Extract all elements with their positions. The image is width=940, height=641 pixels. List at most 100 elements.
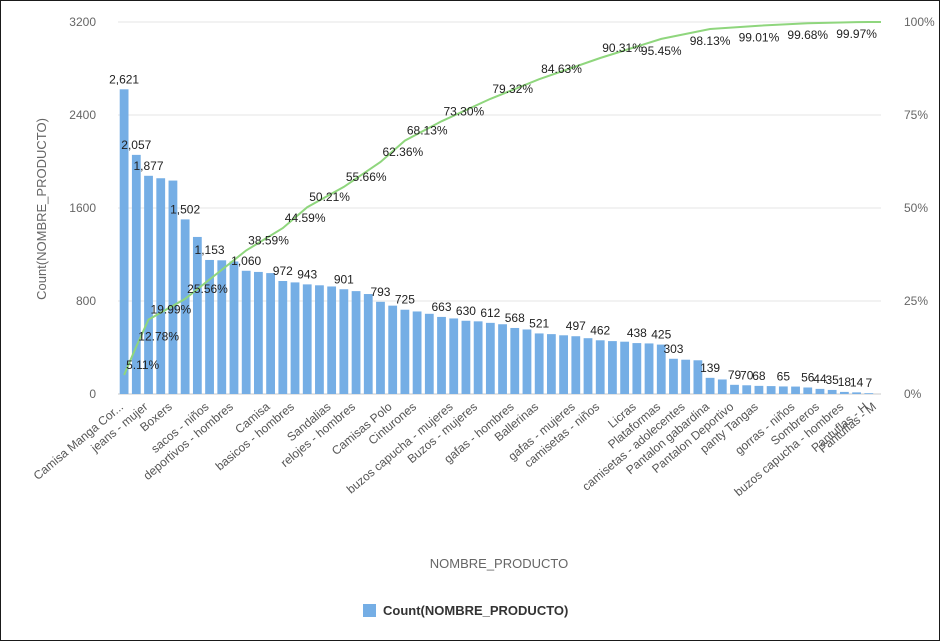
bar[interactable] — [815, 388, 825, 394]
bar[interactable] — [595, 340, 605, 394]
bar-data-label: 1,877 — [134, 159, 164, 173]
bar[interactable] — [546, 334, 556, 394]
bar[interactable] — [559, 335, 568, 394]
bar[interactable] — [253, 271, 263, 394]
percent-label: 19.99% — [151, 303, 192, 317]
bar[interactable] — [534, 333, 544, 394]
bar[interactable] — [778, 386, 788, 394]
bar[interactable] — [351, 291, 361, 394]
bar[interactable] — [229, 261, 239, 394]
bar[interactable] — [119, 89, 129, 394]
legend-label: Count(NOMBRE_PRODUCTO) — [383, 602, 569, 618]
y2-tick-label: 25% — [904, 294, 928, 308]
bar[interactable] — [363, 294, 373, 394]
percent-label: 73.30% — [444, 104, 485, 118]
bar[interactable] — [192, 236, 202, 394]
bar[interactable] — [839, 391, 849, 394]
percent-label: 44.59% — [285, 211, 326, 225]
bar[interactable] — [388, 305, 398, 394]
bar-data-label: 1,502 — [170, 202, 200, 216]
bar[interactable] — [241, 270, 251, 394]
bar[interactable] — [461, 320, 471, 394]
bar-data-label: 568 — [505, 311, 525, 325]
bar[interactable] — [327, 286, 337, 394]
bar[interactable] — [315, 285, 324, 394]
bar-data-label: 79 — [728, 368, 742, 382]
y-axis-title: Count(NOMBRE_PRODUCTO) — [34, 118, 49, 300]
bar[interactable] — [485, 322, 495, 394]
cumulative-line — [123, 21, 881, 376]
bar-data-labels: 2,621 2,057 1,877 1,502 1,153 1,060 972 943 901 7… — [109, 72, 872, 390]
percent-label: 90.31% — [602, 41, 643, 55]
bars — [119, 89, 874, 394]
bar[interactable] — [400, 309, 410, 394]
bar[interactable] — [583, 338, 593, 394]
bar[interactable] — [339, 289, 349, 394]
bar[interactable] — [302, 284, 312, 394]
percent-label: 99.01% — [739, 31, 780, 45]
percent-label: 55.66% — [346, 170, 387, 184]
bar[interactable] — [290, 282, 300, 394]
bar[interactable] — [144, 175, 153, 394]
bar[interactable] — [681, 359, 691, 394]
y-tick-label: 2400 — [69, 108, 96, 122]
bar[interactable] — [864, 393, 874, 394]
y2-axis-ticks: 0% 25% 50% 75% 100% — [904, 15, 935, 401]
bar[interactable] — [449, 318, 459, 394]
bar[interactable] — [376, 301, 385, 394]
bar[interactable] — [473, 321, 483, 394]
bar[interactable] — [266, 273, 275, 394]
legend[interactable]: Count(NOMBRE_PRODUCTO) — [363, 600, 568, 620]
bar-data-label: 18 — [838, 375, 852, 389]
y-tick-label: 3200 — [69, 15, 96, 29]
bar[interactable] — [278, 281, 288, 394]
bar-data-label: 725 — [395, 293, 415, 307]
bar[interactable] — [156, 178, 166, 394]
bar[interactable] — [766, 386, 776, 394]
bar[interactable] — [424, 313, 434, 394]
percent-label: 99.68% — [787, 28, 828, 42]
percent-label: 5.11% — [126, 358, 159, 372]
bar[interactable] — [180, 219, 190, 394]
bar-data-label: 303 — [663, 342, 683, 356]
bar[interactable] — [754, 385, 764, 394]
percent-label: 79.32% — [492, 82, 533, 96]
bar[interactable] — [791, 386, 800, 394]
bar[interactable] — [717, 379, 727, 394]
bar[interactable] — [742, 385, 752, 394]
bar[interactable] — [437, 316, 446, 394]
bar[interactable] — [730, 384, 739, 394]
percent-label: 98.13% — [690, 34, 731, 48]
bar[interactable] — [827, 389, 837, 394]
bar[interactable] — [693, 360, 703, 394]
bar[interactable] — [205, 259, 214, 394]
bar[interactable] — [412, 311, 422, 394]
bar-data-label: 901 — [334, 272, 354, 286]
bar[interactable] — [632, 343, 642, 394]
bar[interactable] — [852, 392, 861, 394]
bar[interactable] — [644, 343, 654, 394]
percent-label: 62.36% — [382, 145, 423, 159]
bar-data-label: 35 — [825, 373, 839, 387]
bar[interactable] — [656, 344, 666, 394]
percent-label: 68.13% — [407, 124, 448, 138]
cumulative-line-path[interactable] — [123, 21, 881, 376]
bar[interactable] — [608, 341, 617, 394]
bar-data-label: 462 — [590, 323, 610, 337]
bar[interactable] — [571, 336, 581, 394]
bar[interactable] — [510, 327, 520, 394]
bar[interactable] — [522, 329, 532, 394]
bar[interactable] — [131, 154, 141, 394]
bar[interactable] — [217, 260, 227, 394]
x-axis-title: NOMBRE_PRODUCTO — [430, 556, 568, 571]
bar[interactable] — [168, 180, 178, 394]
bar[interactable] — [803, 387, 813, 394]
bar[interactable] — [669, 358, 678, 394]
bar[interactable] — [620, 341, 630, 394]
bar[interactable] — [705, 377, 715, 394]
y-tick-label: 1600 — [69, 201, 96, 215]
bar[interactable] — [498, 324, 507, 394]
bar-data-label: 425 — [651, 328, 671, 342]
